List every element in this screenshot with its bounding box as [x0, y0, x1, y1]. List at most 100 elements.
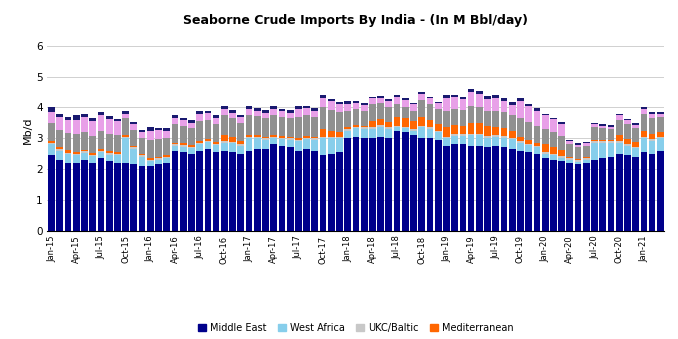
- Bar: [56, 129, 63, 147]
- Bar: [566, 163, 573, 231]
- Bar: [279, 139, 285, 146]
- Bar: [147, 140, 154, 158]
- Bar: [336, 152, 343, 231]
- Bar: [328, 101, 335, 109]
- Bar: [550, 119, 557, 132]
- Bar: [435, 124, 441, 131]
- Bar: [319, 107, 326, 129]
- Bar: [426, 120, 433, 127]
- Bar: [484, 136, 491, 138]
- Bar: [476, 135, 483, 146]
- Bar: [476, 94, 483, 107]
- Bar: [81, 160, 88, 231]
- Bar: [402, 100, 409, 106]
- Bar: [558, 124, 565, 136]
- Bar: [633, 123, 639, 125]
- Bar: [163, 155, 170, 157]
- Bar: [106, 155, 113, 161]
- Bar: [64, 163, 71, 231]
- Bar: [262, 118, 269, 137]
- Bar: [303, 106, 310, 108]
- Bar: [607, 140, 614, 141]
- Bar: [386, 122, 393, 127]
- Bar: [566, 144, 573, 157]
- Bar: [599, 128, 606, 140]
- Bar: [213, 145, 220, 152]
- Bar: [196, 151, 203, 231]
- Bar: [271, 115, 277, 135]
- Bar: [566, 160, 573, 163]
- Bar: [205, 141, 212, 142]
- Bar: [377, 119, 384, 125]
- Bar: [237, 123, 244, 141]
- Bar: [139, 166, 146, 231]
- Bar: [591, 141, 598, 143]
- Bar: [361, 138, 367, 231]
- Bar: [500, 136, 507, 138]
- Bar: [180, 146, 186, 152]
- Bar: [48, 107, 55, 112]
- Bar: [114, 154, 121, 155]
- Bar: [361, 127, 367, 129]
- Bar: [525, 145, 532, 152]
- Bar: [353, 126, 359, 128]
- Bar: [98, 151, 104, 152]
- Bar: [599, 158, 606, 231]
- Bar: [410, 129, 417, 131]
- Bar: [607, 143, 614, 157]
- Bar: [500, 101, 507, 112]
- Bar: [89, 163, 96, 231]
- Y-axis label: Mb/d: Mb/d: [23, 117, 33, 144]
- Bar: [542, 144, 549, 152]
- Bar: [344, 101, 351, 104]
- Bar: [633, 125, 639, 128]
- Bar: [492, 135, 499, 137]
- Bar: [319, 129, 326, 137]
- Bar: [517, 98, 524, 101]
- Bar: [254, 116, 260, 135]
- Bar: [616, 120, 622, 135]
- Bar: [525, 152, 532, 231]
- Bar: [550, 155, 557, 160]
- Bar: [616, 141, 622, 143]
- Bar: [73, 120, 79, 134]
- Bar: [180, 120, 186, 125]
- Bar: [369, 129, 376, 138]
- Bar: [542, 158, 549, 231]
- Bar: [155, 160, 162, 164]
- Bar: [460, 97, 466, 99]
- Bar: [130, 124, 137, 130]
- Bar: [48, 123, 55, 141]
- Bar: [550, 160, 557, 231]
- Bar: [295, 141, 302, 151]
- Bar: [98, 112, 104, 115]
- Bar: [221, 141, 228, 143]
- Bar: [196, 121, 203, 141]
- Bar: [287, 138, 294, 140]
- Bar: [344, 131, 351, 138]
- Bar: [426, 98, 433, 104]
- Bar: [254, 135, 260, 137]
- Bar: [155, 128, 162, 130]
- Bar: [649, 112, 656, 114]
- Bar: [468, 135, 475, 146]
- Bar: [73, 155, 79, 163]
- Bar: [426, 97, 433, 98]
- Bar: [81, 114, 88, 117]
- Bar: [130, 147, 137, 149]
- Bar: [98, 152, 104, 158]
- Bar: [56, 151, 63, 160]
- Bar: [89, 136, 96, 153]
- Bar: [452, 125, 458, 134]
- Bar: [649, 154, 656, 231]
- Bar: [509, 149, 516, 231]
- Bar: [410, 104, 417, 111]
- Bar: [394, 127, 401, 131]
- Bar: [443, 138, 450, 146]
- Bar: [452, 134, 458, 136]
- Bar: [336, 138, 343, 152]
- Bar: [542, 129, 549, 144]
- Bar: [641, 137, 647, 138]
- Bar: [616, 135, 622, 141]
- Bar: [328, 109, 335, 131]
